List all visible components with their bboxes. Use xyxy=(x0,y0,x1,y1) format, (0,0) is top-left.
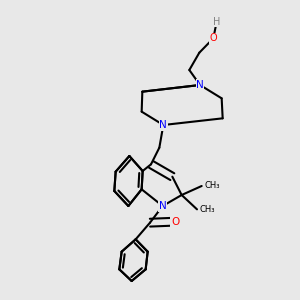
Text: CH₃: CH₃ xyxy=(200,205,215,214)
Text: N: N xyxy=(196,80,204,90)
Text: O: O xyxy=(209,33,217,43)
Text: N: N xyxy=(160,120,167,130)
Text: N: N xyxy=(159,201,167,211)
Text: H: H xyxy=(213,17,220,27)
Text: O: O xyxy=(171,217,179,227)
Text: CH₃: CH₃ xyxy=(205,182,220,190)
